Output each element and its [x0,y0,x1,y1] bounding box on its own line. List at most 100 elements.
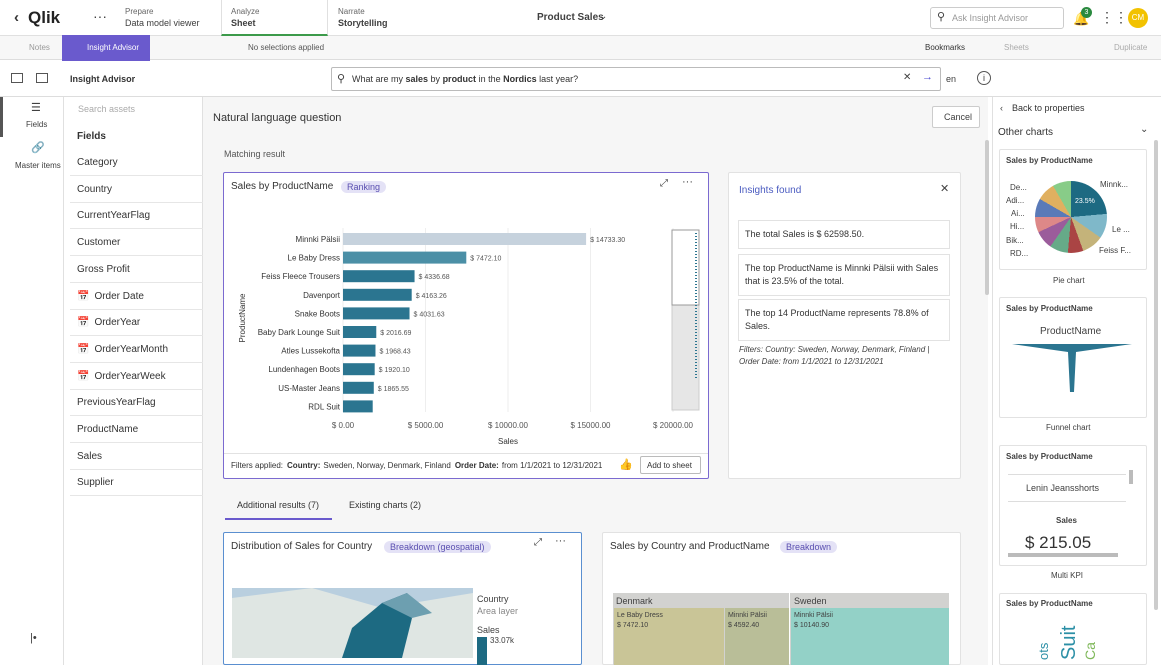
collapse[interactable]: |• [30,632,37,644]
field-label[interactable]: Order Date [94,290,144,302]
field[interactable]: CurrentYearFlag [70,202,203,230]
question-part[interactable]: What are my [352,74,406,84]
field-label[interactable]: CurrentYearFlag [77,210,151,222]
field[interactable]: Supplier [70,469,203,497]
calendar-icon: 📅 [77,290,90,302]
question-part[interactable]: sales [405,74,429,84]
cancel-button[interactable] [932,106,980,128]
field[interactable]: Gross Profit [70,256,203,283]
bar-chart: $ 0.00 $ 5000.00 $ 10000.00 $ 15000.00 $ 200… [238,228,700,446]
field-label[interactable]: OrderYearWeek [94,370,166,382]
section-chevron[interactable]: ⌄ [1140,124,1149,135]
field-label[interactable]: OrderYear [94,317,141,329]
treemap-cell[interactable] [725,608,789,665]
close[interactable]: ✕ [940,183,950,195]
tab-label[interactable]: Prepare [125,7,154,16]
insight: The top ProductName is Minnki Pälsii wit… [738,254,950,296]
expand[interactable]: ⤢ [660,178,668,189]
field-label[interactable]: Country [77,183,113,195]
add-label[interactable]: Add to sheet [647,461,692,470]
question-box[interactable] [331,67,941,91]
tab-label[interactable]: Analyze [231,7,260,16]
scrollbar[interactable] [1154,140,1158,610]
field-label[interactable]: Customer [77,237,121,249]
field-label[interactable]: Supplier [77,477,114,489]
field-label[interactable]: Category [77,157,118,168]
field[interactable]: Category [70,149,203,176]
insight-advisor-label[interactable]: Insight Advisor [87,43,140,52]
submit-button[interactable]: → [922,71,933,83]
notes-button[interactable]: Notes [29,43,50,52]
panel-toggle[interactable] [36,73,48,83]
field-label[interactable]: OrderYearMonth [94,343,169,355]
scrollbar[interactable] [985,140,989,295]
value-label: $ 7472.10 [470,256,501,263]
field[interactable]: Customer [70,229,203,257]
clear-button[interactable]: ✕ [903,72,912,83]
legend-ramp [477,637,487,665]
pie-label: De... [1010,183,1027,192]
rail-master-items[interactable]: Master items [15,161,61,170]
tab-active[interactable] [221,0,328,36]
map-badge: Breakdown (geospatial) [384,541,491,553]
question-text[interactable]: What are my sales by product in the Nord… [352,74,578,84]
field-label[interactable]: PreviousYearFlag [77,397,156,409]
expand[interactable]: ⤢ [534,537,542,548]
menu-dots[interactable]: ··· [93,8,107,24]
field[interactable]: 📅 OrderYearWeek [70,363,203,390]
panel-toggle[interactable] [11,73,23,83]
field-label[interactable]: ProductName [77,424,139,435]
search-placeholder[interactable]: Ask Insight Advisor [952,13,1029,23]
question-part[interactable]: in the [476,74,504,84]
back-chevron[interactable]: ‹ [14,9,19,26]
question-part[interactable]: by [428,74,443,84]
tab[interactable]: Additional results (7) [237,500,320,510]
field[interactable]: 📅 OrderYearMonth [70,336,203,363]
language[interactable]: en [946,74,957,84]
logo[interactable]: Qlik [28,8,61,27]
info-button[interactable]: i [977,71,991,85]
tab-label[interactable]: Narrate [338,7,365,16]
back-label[interactable]: Back to properties [1012,103,1085,113]
avatar[interactable]: CM [1128,8,1148,28]
treemap-cell[interactable] [614,608,724,665]
duplicate-button[interactable]: Duplicate [1114,43,1148,52]
field[interactable]: 📅 Order Date [70,283,203,310]
app-title[interactable]: Product Sales [537,12,604,23]
field[interactable]: Sales [70,443,203,470]
insight-advisor-button[interactable] [62,35,150,61]
chart-card[interactable] [223,172,709,479]
scrollbar[interactable] [1008,553,1118,557]
question-part[interactable]: product [442,74,477,84]
tab[interactable]: Existing charts (2) [349,500,422,510]
thumb-card[interactable] [999,445,1147,566]
cancel-label[interactable]: Cancel [944,112,973,122]
tab-sub[interactable]: Storytelling [338,18,388,28]
question-part[interactable]: last year? [536,74,579,84]
title-chevron[interactable]: ⌄ [599,11,608,22]
asset-search[interactable]: Search assets [78,104,136,114]
thumb-caption: Funnel chart [1046,423,1091,432]
sheets-button[interactable]: Sheets [1004,43,1029,52]
add-button[interactable] [640,456,701,474]
apps-grid[interactable]: ⋮⋮ [1100,9,1128,25]
tab-sub[interactable]: Sheet [231,18,256,28]
field[interactable]: ProductName [70,416,203,443]
question-part[interactable]: Nordics [503,74,537,84]
field-label[interactable]: Sales [77,450,103,462]
bookmarks-button[interactable]: Bookmarks [925,43,966,52]
field[interactable]: PreviousYearFlag [70,389,203,417]
field-label[interactable]: Gross Profit [77,263,130,275]
back-link[interactable]: ‹ [1000,103,1003,113]
more[interactable]: ··· [682,176,693,188]
like[interactable]: 👍 [619,459,633,471]
search-box[interactable] [930,7,1064,29]
thumb-card[interactable] [999,593,1147,665]
field[interactable]: Country [70,176,203,203]
tab-sub[interactable]: Data model viewer [125,18,200,28]
rail-fields[interactable]: Fields [26,120,48,129]
treemap-cell[interactable] [791,608,949,665]
more[interactable]: ··· [555,535,566,547]
scrollbar[interactable] [1129,470,1133,484]
field[interactable]: 📅 OrderYear [70,309,203,337]
